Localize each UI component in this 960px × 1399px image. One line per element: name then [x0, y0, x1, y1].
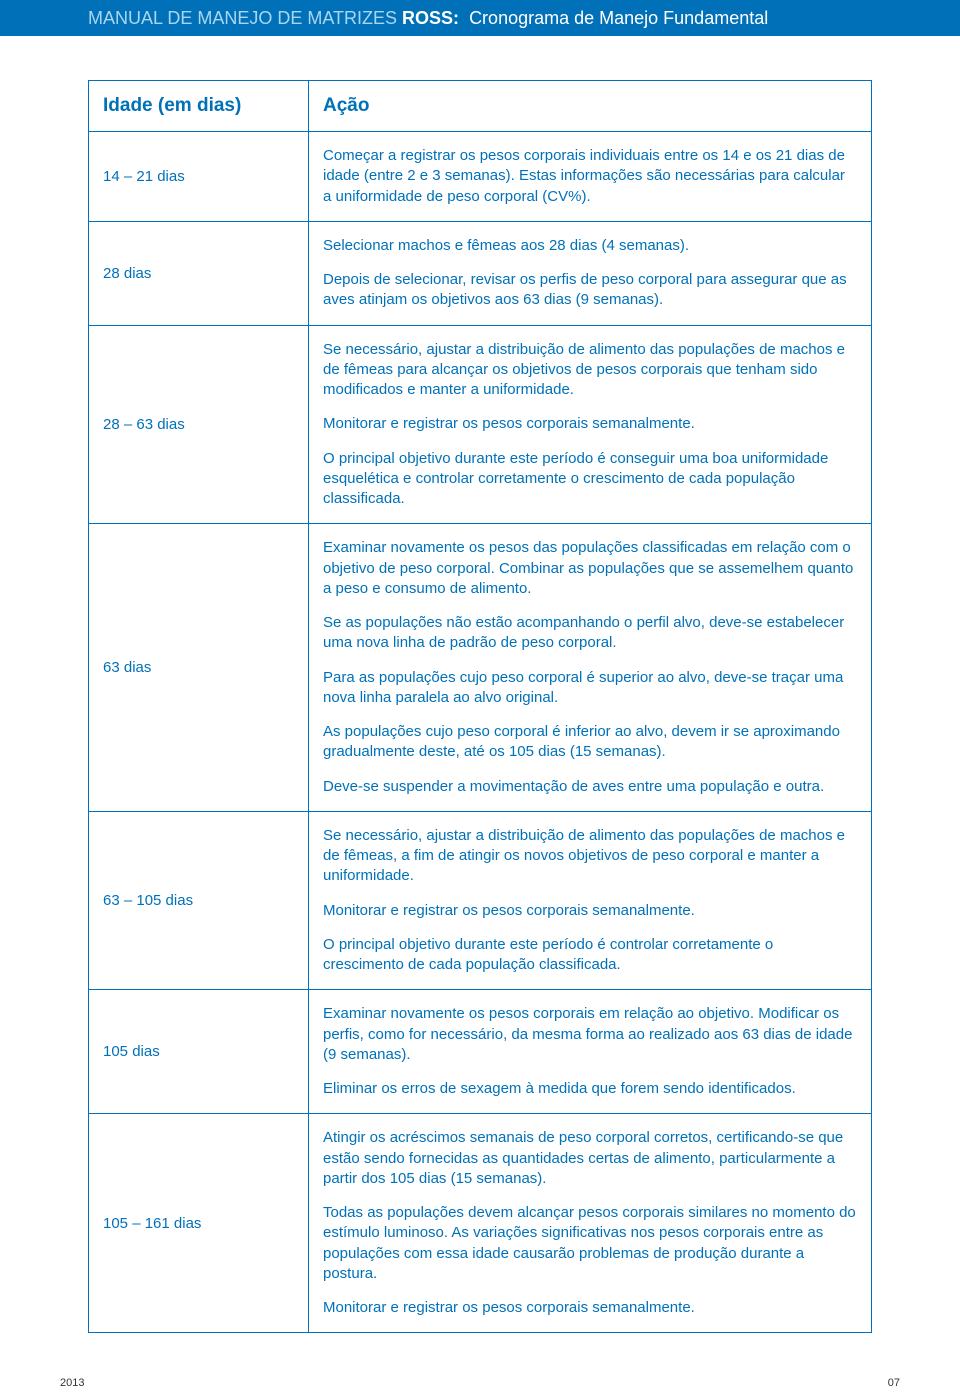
- page-content: Idade (em dias) Ação 14 – 21 diasComeçar…: [0, 36, 960, 1353]
- action-paragraph: Se as populações não estão acompanhando …: [323, 613, 857, 654]
- action-paragraph: Depois de selecionar, revisar os perfis …: [323, 270, 857, 311]
- header-subtitle: Cronograma de Manejo Fundamental: [469, 8, 768, 29]
- age-cell: 63 dias: [89, 524, 309, 812]
- table-row: 14 – 21 diasComeçar a registrar os pesos…: [89, 132, 872, 222]
- header-title-prefix: MANUAL DE MANEJO DE MATRIZES: [88, 8, 402, 28]
- table-row: 63 diasExaminar novamente os pesos das p…: [89, 524, 872, 812]
- action-paragraph: Examinar novamente os pesos corporais em…: [323, 1004, 857, 1065]
- action-paragraph: O principal objetivo durante este períod…: [323, 449, 857, 510]
- action-paragraph: Deve-se suspender a movimentação de aves…: [323, 777, 857, 797]
- age-cell: 28 dias: [89, 221, 309, 325]
- action-paragraph: Se necessário, ajustar a distribuição de…: [323, 826, 857, 887]
- action-paragraph: Se necessário, ajustar a distribuição de…: [323, 340, 857, 401]
- age-cell: 105 dias: [89, 990, 309, 1114]
- action-cell: Examinar novamente os pesos das populaçõ…: [309, 524, 872, 812]
- action-paragraph: Atingir os acréscimos semanais de peso c…: [323, 1128, 857, 1189]
- action-cell: Examinar novamente os pesos corporais em…: [309, 990, 872, 1114]
- action-paragraph: O principal objetivo durante este períod…: [323, 935, 857, 976]
- footer-year: 2013: [60, 1377, 84, 1389]
- action-paragraph: As populações cujo peso corporal é infer…: [323, 722, 857, 763]
- header-title-brand: ROSS:: [402, 8, 459, 28]
- table-row: 28 dias Selecionar machos e fêmeas aos 28…: [89, 221, 872, 325]
- age-cell: 14 – 21 dias: [89, 132, 309, 222]
- action-cell: Começar a registrar os pesos corporais i…: [309, 132, 872, 222]
- action-cell: Se necessário, ajustar a distribuição de…: [309, 325, 872, 524]
- table-head-action: Ação: [309, 81, 872, 132]
- action-paragraph: Monitorar e registrar os pesos corporais…: [323, 901, 857, 921]
- action-cell: Selecionar machos e fêmeas aos 28 dias (…: [309, 221, 872, 325]
- action-cell: Atingir os acréscimos semanais de peso c…: [309, 1114, 872, 1333]
- schedule-table: Idade (em dias) Ação 14 – 21 diasComeçar…: [88, 80, 872, 1333]
- action-cell: Se necessário, ajustar a distribuição de…: [309, 811, 872, 990]
- table-row: 105 diasExaminar novamente os pesos corp…: [89, 990, 872, 1114]
- table-row: 105 – 161 diasAtingir os acréscimos sema…: [89, 1114, 872, 1333]
- action-paragraph: Eliminar os erros de sexagem à medida qu…: [323, 1079, 857, 1099]
- age-cell: 105 – 161 dias: [89, 1114, 309, 1333]
- action-paragraph: Todas as populações devem alcançar pesos…: [323, 1203, 857, 1284]
- age-cell: 28 – 63 dias: [89, 325, 309, 524]
- footer-page: 07: [888, 1377, 900, 1389]
- action-paragraph: Examinar novamente os pesos das populaçõ…: [323, 538, 857, 599]
- table-row: 28 – 63 diasSe necessário, ajustar a dis…: [89, 325, 872, 524]
- header-title: MANUAL DE MANEJO DE MATRIZES ROSS:: [88, 8, 459, 29]
- table-head-age: Idade (em dias): [89, 81, 309, 132]
- table-row: 63 – 105 diasSe necessário, ajustar a di…: [89, 811, 872, 990]
- action-paragraph: Começar a registrar os pesos corporais i…: [323, 146, 857, 207]
- header-bar: MANUAL DE MANEJO DE MATRIZES ROSS: Crono…: [0, 0, 960, 36]
- action-paragraph: Selecionar machos e fêmeas aos 28 dias (…: [323, 236, 857, 256]
- age-cell: 63 – 105 dias: [89, 811, 309, 990]
- action-paragraph: Monitorar e registrar os pesos corporais…: [323, 1298, 857, 1318]
- footer: 2013 07: [0, 1353, 960, 1399]
- action-paragraph: Monitorar e registrar os pesos corporais…: [323, 414, 857, 434]
- action-paragraph: Para as populações cujo peso corporal é …: [323, 668, 857, 709]
